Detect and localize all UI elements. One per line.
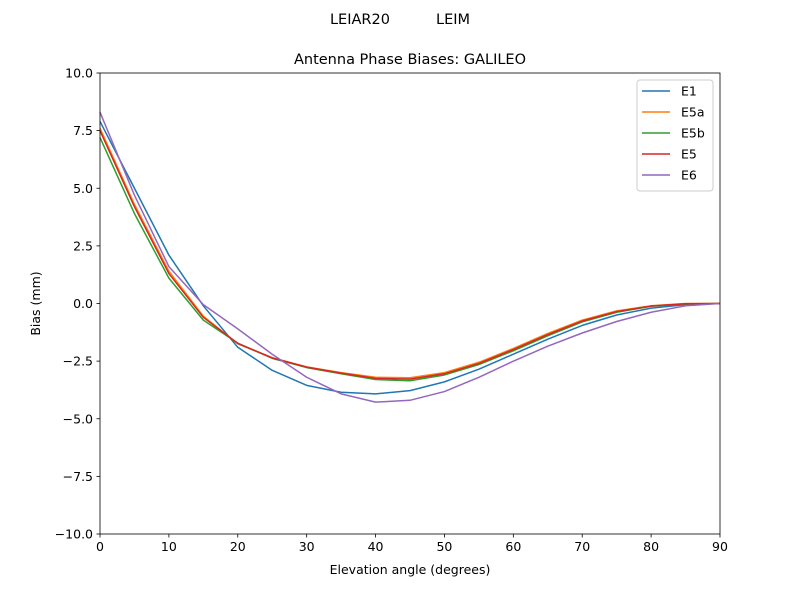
x-tick-label: 20: [230, 539, 246, 554]
y-tick-label: −10.0: [55, 527, 93, 542]
x-tick-label: 50: [436, 539, 452, 554]
series-line-e5b: [99, 137, 721, 382]
y-tick-label: 5.0: [73, 181, 93, 196]
x-tick-label: 40: [368, 539, 384, 554]
legend-label-e1: E1: [681, 84, 697, 99]
legend-label-e5: E5: [681, 147, 697, 162]
x-tick-label: 0: [96, 539, 104, 554]
y-tick-label: 7.5: [73, 123, 93, 138]
legend-box: [636, 79, 714, 192]
x-tick-label: 10: [161, 539, 177, 554]
series-line-e6: [99, 111, 721, 403]
legend-label-e5b: E5b: [681, 126, 705, 141]
chart-title: Antenna Phase Biases: GALILEO: [294, 52, 526, 68]
axes-layer: 0 10 20 30 40 50 60 70 80 90 −10.0 −7.5 −5.0 −2.5 0.0 2…: [55, 66, 728, 555]
legend-label-e6: E6: [681, 168, 697, 183]
x-tick-label: 60: [505, 539, 521, 554]
series-line-e5: [99, 130, 721, 380]
figure-suptitle: LEIAR20 LEIM: [330, 12, 470, 28]
legend: E1 E5a E5b E5 E6: [636, 79, 714, 192]
x-tick-label: 90: [712, 539, 728, 554]
x-axis-label: Elevation angle (degrees): [330, 562, 491, 577]
series-line-e1: [99, 121, 721, 395]
y-tick-label: 10.0: [65, 66, 93, 81]
y-tick-label: −7.5: [63, 469, 93, 484]
y-tick-label: 2.5: [73, 238, 93, 253]
y-tick-label: 0.0: [73, 296, 93, 311]
plot-frame: [99, 72, 721, 535]
y-tick-label: −5.0: [63, 411, 93, 426]
series-line-e5a: [99, 128, 720, 379]
y-axis-label: Bias (mm): [28, 271, 43, 335]
x-tick-label: 70: [574, 539, 590, 554]
y-tick-label: −2.5: [63, 354, 93, 369]
x-tick-label: 80: [643, 539, 659, 554]
x-tick-label: 30: [299, 539, 315, 554]
legend-label-e5a: E5a: [681, 105, 705, 120]
series-layer: [99, 111, 721, 403]
